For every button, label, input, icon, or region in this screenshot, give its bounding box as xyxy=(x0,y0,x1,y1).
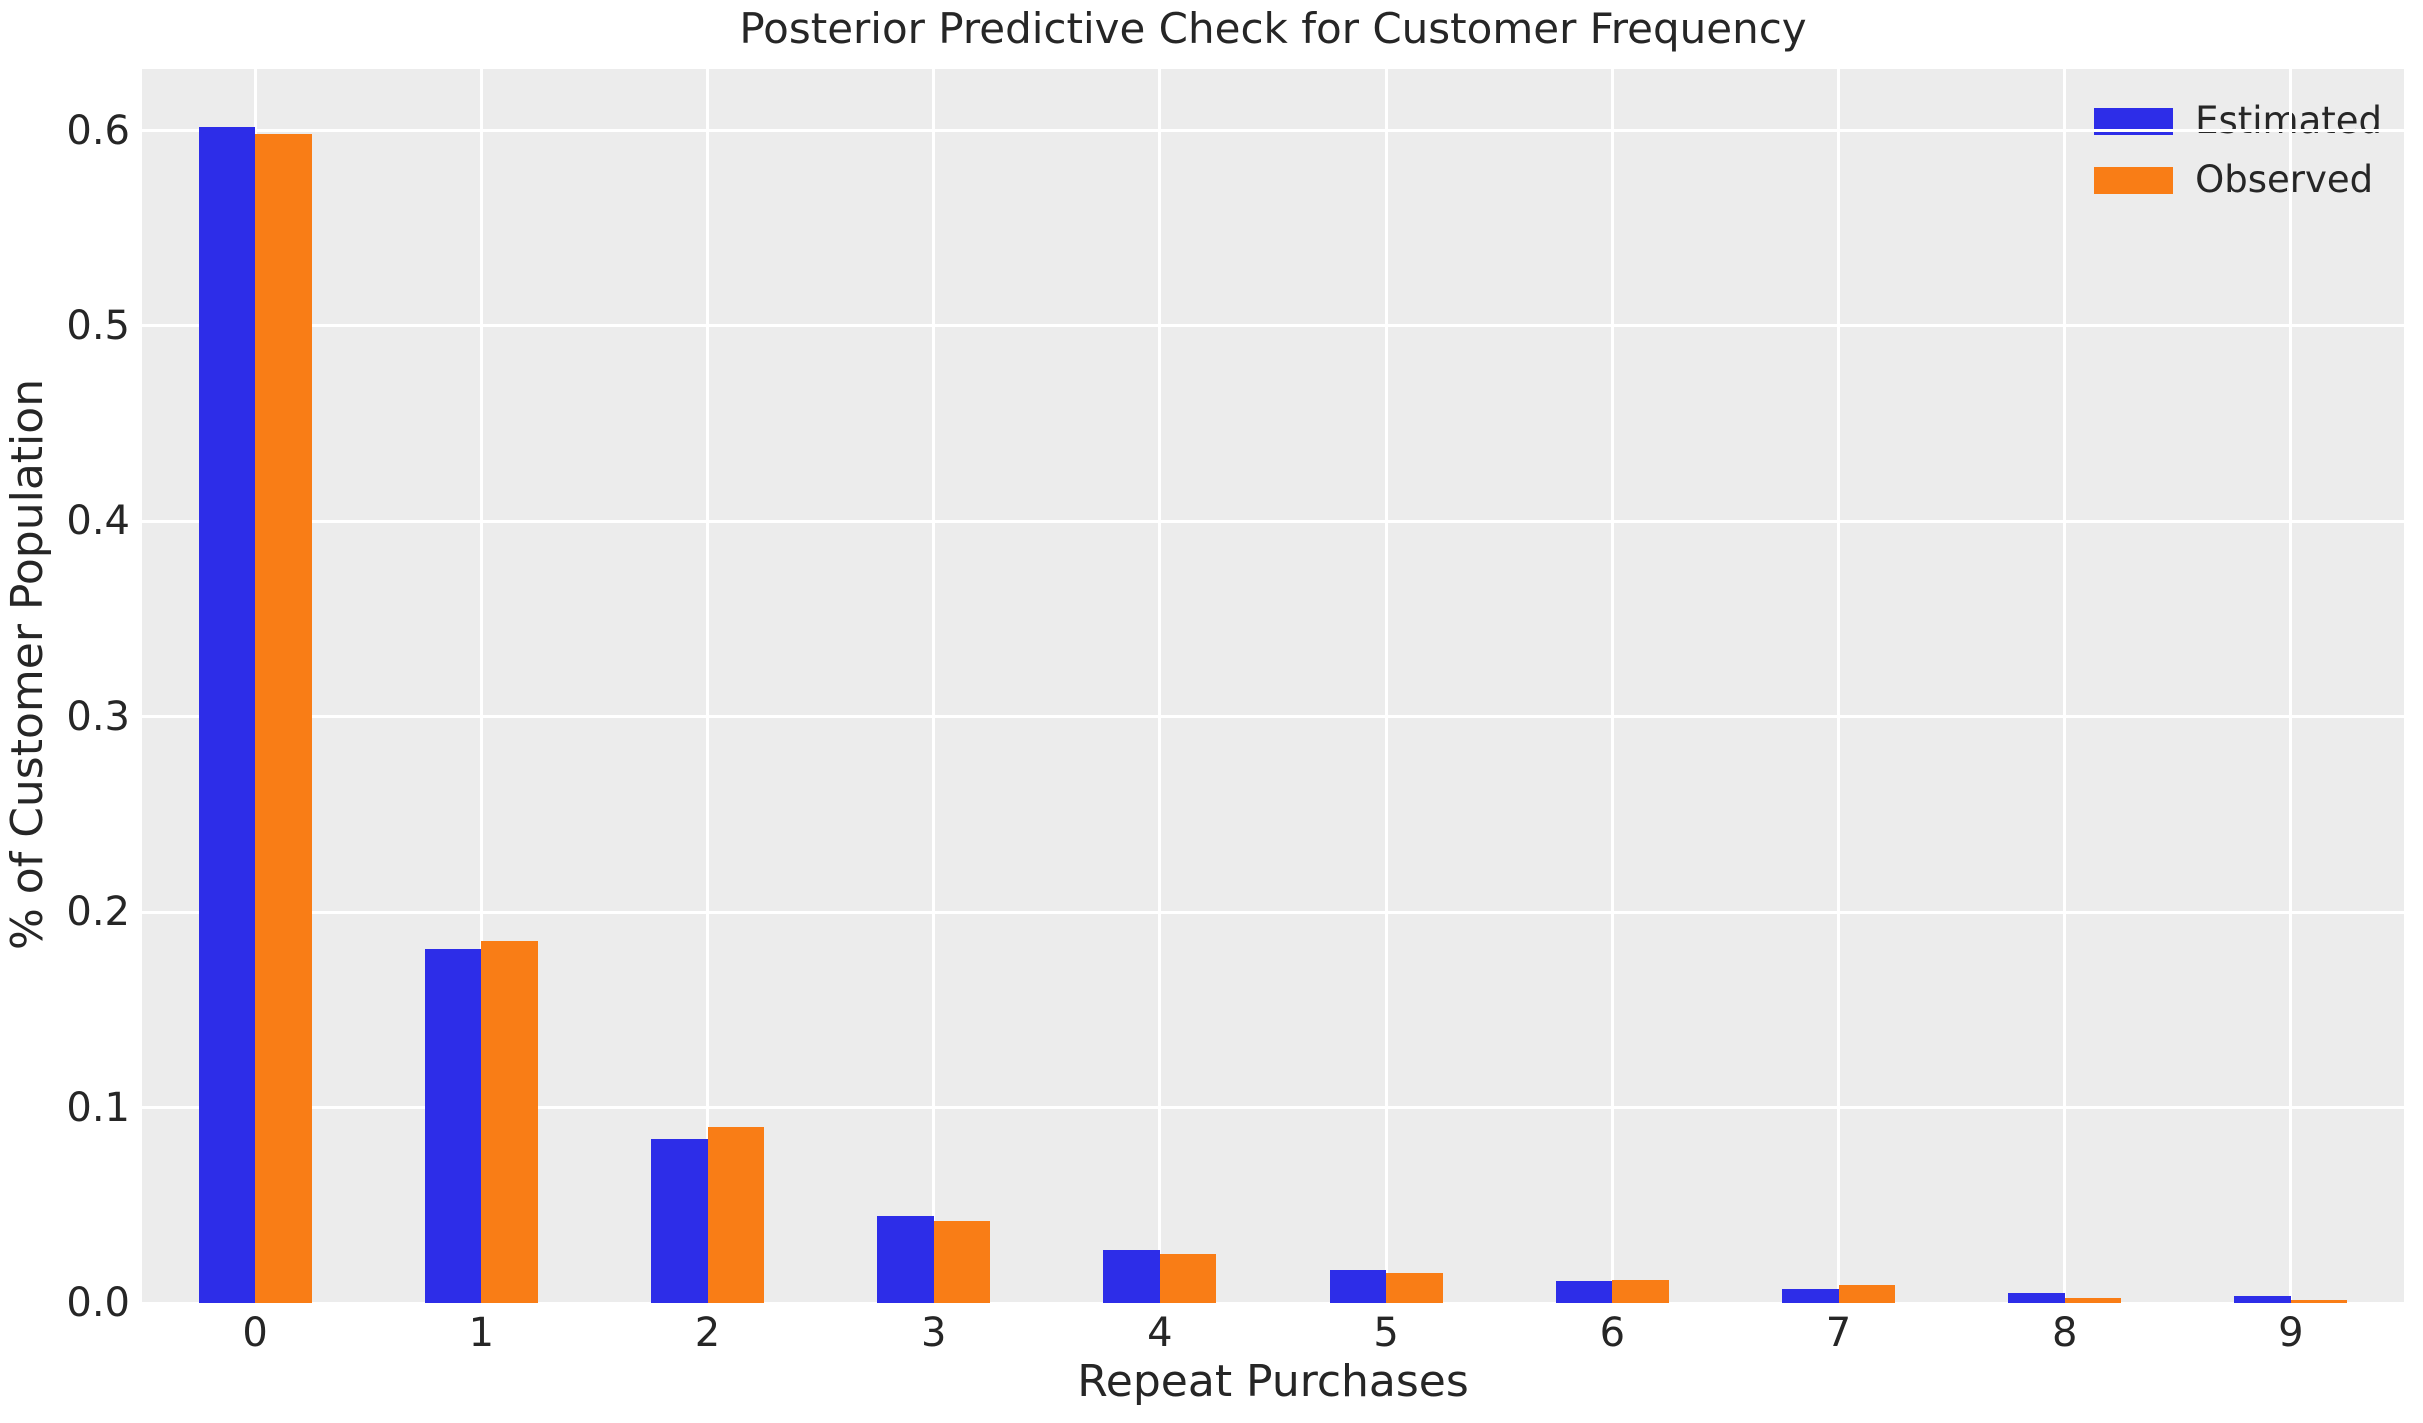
legend-swatch-observed xyxy=(2094,166,2174,194)
legend-label: Estimated xyxy=(2195,97,2382,145)
y-tick-label: 0.3 xyxy=(66,693,130,740)
gridline-h xyxy=(142,324,2404,328)
bar-observed xyxy=(255,134,312,1303)
legend: Estimated Observed xyxy=(2094,97,2382,204)
x-tick-label: 0 xyxy=(242,1310,268,1356)
y-tick-label: 0.2 xyxy=(66,889,130,936)
gridline-v xyxy=(1384,69,1388,1303)
x-tick-label: 4 xyxy=(1147,1310,1173,1356)
y-axis-label: % of Customer Population xyxy=(2,378,53,950)
bar-observed xyxy=(2064,1297,2122,1303)
bar-estimated xyxy=(651,1138,708,1303)
legend-item: Observed xyxy=(2094,156,2382,204)
bar-observed xyxy=(933,1221,991,1303)
bar-estimated xyxy=(424,949,482,1303)
gridline-h xyxy=(142,715,2404,719)
y-tick-label: 0.5 xyxy=(66,302,130,349)
x-tick-label: 9 xyxy=(2278,1310,2304,1356)
gridline-v xyxy=(1610,69,1614,1303)
gridline-h xyxy=(142,910,2404,914)
gridline-h xyxy=(142,129,2404,133)
bar-observed xyxy=(1386,1273,1443,1303)
x-tick-label: 6 xyxy=(1599,1310,1626,1356)
x-axis-label: Repeat Purchases xyxy=(1077,1356,1469,1407)
bar-observed xyxy=(707,1126,764,1303)
x-tick-label: 2 xyxy=(694,1310,721,1356)
x-tick-label: 8 xyxy=(2051,1310,2078,1356)
gridline-v xyxy=(1158,69,1162,1303)
gridline-v xyxy=(1837,69,1840,1303)
y-tick-label: 0.6 xyxy=(66,107,130,154)
gridline-h xyxy=(142,1106,2404,1110)
bar-observed xyxy=(1612,1280,1669,1303)
gridline-v xyxy=(2289,69,2293,1303)
bar-estimated xyxy=(2234,1296,2291,1303)
y-tick-label: 0.4 xyxy=(66,498,130,545)
x-tick-label: 3 xyxy=(920,1310,947,1356)
x-tick-label: 5 xyxy=(1373,1310,1399,1356)
legend-item: Estimated xyxy=(2094,97,2382,145)
bar-observed xyxy=(1838,1285,1895,1303)
bar-estimated xyxy=(1103,1249,1160,1303)
bar-estimated xyxy=(1555,1280,1613,1303)
legend-label: Observed xyxy=(2195,158,2374,201)
bar-observed xyxy=(481,940,538,1303)
x-tick-label: 7 xyxy=(1825,1310,1852,1356)
chart-title: Posterior Predictive Check for Customer … xyxy=(739,4,1807,53)
gridline-v xyxy=(706,69,709,1303)
gridline-h xyxy=(142,1301,2404,1305)
bar-estimated xyxy=(1329,1269,1387,1303)
bar-observed xyxy=(1159,1253,1217,1303)
x-tick-label: 1 xyxy=(468,1310,495,1356)
bar-observed xyxy=(2290,1300,2348,1303)
bar-estimated xyxy=(2008,1292,2065,1303)
y-tick-label: 0.0 xyxy=(66,1280,130,1326)
plot-area: Estimated Observed xyxy=(142,69,2404,1305)
gridline-h xyxy=(142,519,2404,523)
gridline-v xyxy=(2063,69,2067,1303)
gridline-v xyxy=(479,69,483,1303)
y-tick-label: 0.1 xyxy=(66,1084,130,1131)
bar-estimated xyxy=(1782,1288,1839,1303)
gridline-v xyxy=(932,69,936,1303)
bar-estimated xyxy=(198,126,256,1303)
bar-estimated xyxy=(877,1215,934,1303)
